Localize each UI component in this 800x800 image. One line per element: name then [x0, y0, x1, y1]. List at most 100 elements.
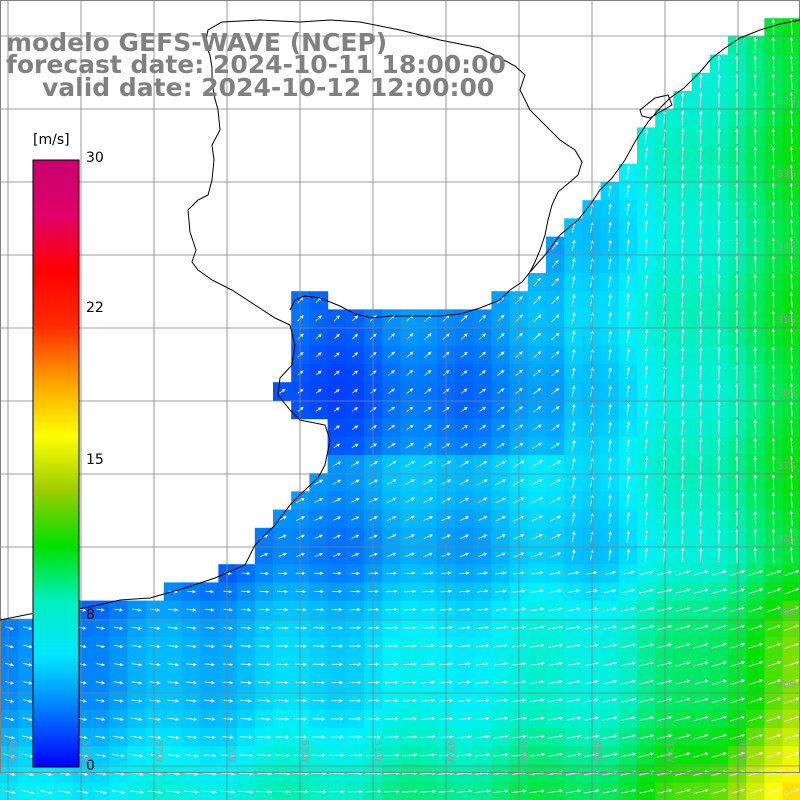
- longitude-label: 55W: [226, 740, 237, 763]
- wind-arrow: [699, 291, 703, 308]
- wind-arrow: [529, 752, 546, 757]
- colorbar: [32, 159, 80, 768]
- wind-arrow: [496, 443, 506, 449]
- wind-arrow: [532, 314, 542, 323]
- wind-arrow: [423, 424, 432, 431]
- wind-arrow: [458, 589, 471, 593]
- lagoon-outline: [639, 94, 673, 119]
- wind-arrow: [311, 753, 327, 758]
- wind-arrow: [608, 202, 612, 215]
- wind-arrow: [766, 715, 782, 722]
- wind-arrow: [656, 679, 673, 685]
- wind-arrow: [681, 273, 685, 290]
- wind-arrow: [748, 570, 764, 576]
- wind-speed-cell: [382, 509, 401, 529]
- wind-speed-cell: [291, 364, 310, 383]
- wind-arrow: [476, 680, 490, 684]
- wind-arrow: [626, 347, 631, 361]
- wind-speed-cell: [491, 436, 511, 456]
- wind-arrow: [771, 18, 775, 35]
- wind-speed-cell: [182, 782, 201, 800]
- wind-arrow: [476, 625, 490, 630]
- wind-arrow: [766, 752, 782, 759]
- wind-speed-cell: [309, 782, 329, 800]
- wind-arrow: [699, 110, 703, 126]
- wind-arrow: [313, 589, 325, 594]
- wind-arrow: [729, 679, 746, 686]
- wind-arrow: [753, 492, 757, 509]
- wind-arrow: [584, 752, 600, 758]
- wind-arrow: [644, 238, 649, 253]
- wind-arrow: [771, 546, 775, 563]
- wind-arrow: [644, 274, 649, 289]
- wind-arrow: [681, 291, 685, 308]
- wind-arrow: [789, 346, 794, 363]
- wind-arrow: [693, 715, 709, 722]
- wind-speed-cell: [418, 436, 438, 456]
- wind-arrow: [351, 534, 360, 539]
- wind-arrow: [656, 588, 673, 594]
- wind-arrow: [699, 401, 703, 417]
- wind-speed-cell: [782, 218, 800, 238]
- wind-arrow: [529, 643, 545, 648]
- wind-speed-cell: [327, 382, 347, 401]
- wind-arrow: [551, 351, 560, 359]
- wind-arrow: [96, 608, 105, 612]
- wind-arrow: [312, 717, 326, 721]
- wind-arrow: [693, 697, 709, 704]
- wind-arrow: [608, 275, 612, 288]
- wind-arrow: [784, 788, 800, 795]
- wind-arrow: [784, 733, 800, 740]
- wind-speed-cell: [418, 473, 438, 492]
- wind-arrow: [315, 352, 322, 358]
- wind-arrow: [240, 681, 252, 685]
- wind-arrow: [531, 552, 543, 558]
- wind-arrow: [477, 497, 488, 504]
- wind-speed-cell: [455, 400, 474, 420]
- wind-arrow: [621, 570, 635, 575]
- wind-arrow: [493, 789, 509, 793]
- wind-arrow: [729, 570, 746, 576]
- wind-speed-cell: [546, 382, 565, 401]
- wind-arrow: [279, 388, 286, 394]
- wind-arrow: [529, 661, 545, 666]
- wind-speed-cell: [418, 418, 438, 438]
- wind-arrow: [699, 182, 703, 199]
- wind-speed-cell: [400, 364, 420, 383]
- wind-arrow: [766, 570, 782, 577]
- wind-arrow: [584, 698, 600, 703]
- wind-speed-cell: [291, 382, 310, 401]
- wind-arrow: [474, 753, 491, 757]
- wind-arrow: [604, 571, 617, 575]
- wind-arrow: [547, 698, 564, 703]
- wind-arrow: [608, 311, 612, 325]
- wind-arrow: [566, 680, 582, 685]
- wind-arrow: [186, 681, 198, 685]
- wind-arrow: [276, 699, 290, 703]
- wind-arrow: [644, 165, 649, 180]
- wind-arrow: [603, 589, 617, 594]
- wind-arrow: [711, 643, 727, 649]
- wind-arrow: [548, 661, 563, 666]
- wind-arrow: [494, 607, 508, 611]
- wind-speed-cell: [327, 400, 347, 420]
- wind-arrow: [551, 369, 560, 377]
- wind-arrow: [675, 734, 691, 740]
- wind-speed-cell: [291, 491, 310, 511]
- wind-arrow: [717, 237, 721, 253]
- wind-arrow: [549, 515, 562, 522]
- wind-speed-cell: [345, 418, 365, 438]
- wind-arrow: [675, 661, 691, 667]
- wind-speed-cell: [72, 782, 92, 800]
- wind-arrow: [493, 734, 509, 739]
- wind-speed-cell: [400, 309, 420, 329]
- wind-arrow: [458, 625, 471, 630]
- wind-arrow: [424, 388, 432, 395]
- wind-arrow: [711, 697, 727, 704]
- wind-arrow: [315, 333, 322, 340]
- wind-arrow: [332, 589, 343, 594]
- wind-arrow: [474, 789, 491, 793]
- wind-speed-cell: [54, 782, 74, 800]
- wind-arrow: [168, 608, 179, 612]
- wind-arrow: [711, 588, 727, 594]
